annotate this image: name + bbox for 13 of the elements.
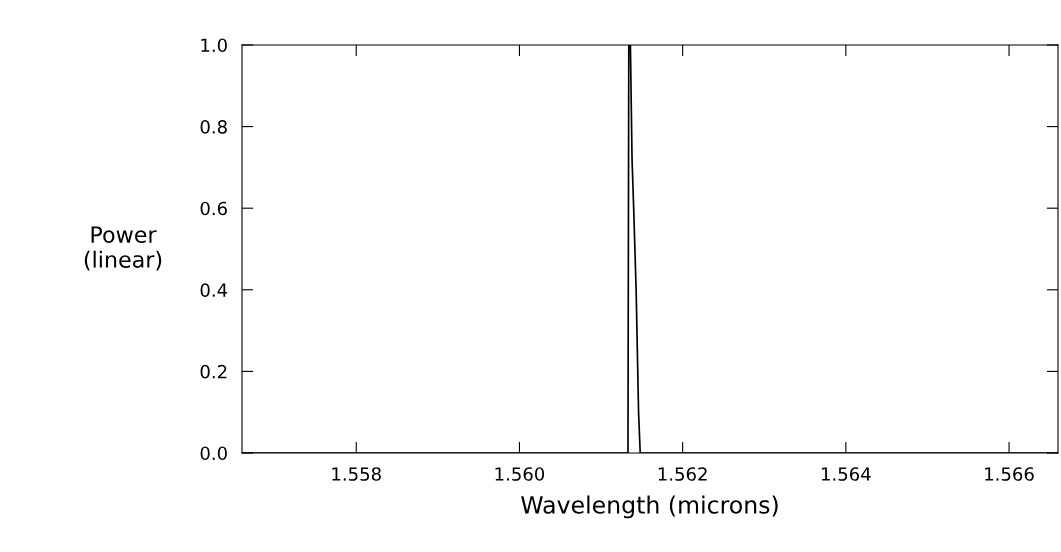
y-tick-label: 0.4 (200, 283, 228, 297)
x-tick-label: 1.562 (658, 467, 707, 481)
x-tick-label: 1.566 (985, 467, 1034, 481)
y-axis-title: Power (linear) (84, 226, 162, 271)
y-tick-label: 0.8 (200, 120, 227, 134)
y-tick-label: 0.2 (200, 364, 227, 379)
x-tick-label: 1.558 (332, 467, 381, 481)
y-tick-label: 1.0 (201, 38, 227, 53)
x-tick-label: 1.560 (495, 467, 545, 481)
y-tick-label: 0.0 (200, 446, 227, 461)
y-tick-label: 0.6 (200, 201, 227, 216)
x-tick-label: 1.564 (821, 467, 871, 481)
x-axis-title: Wavelength (microns) (521, 495, 778, 519)
